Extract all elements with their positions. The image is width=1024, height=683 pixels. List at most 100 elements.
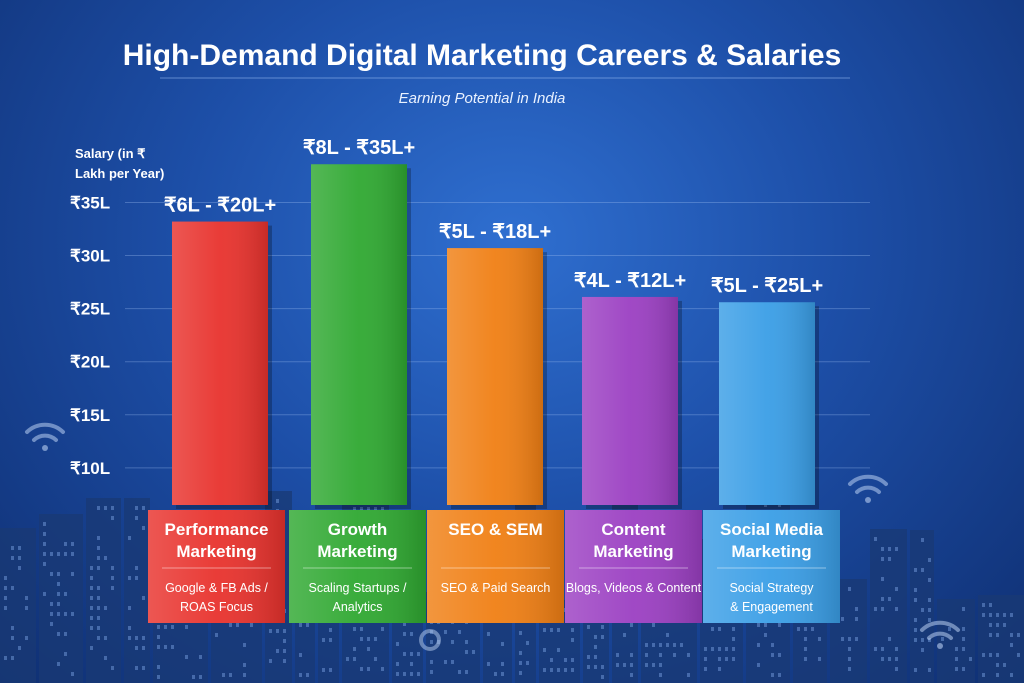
building-window (895, 667, 898, 671)
building-window (135, 576, 138, 580)
bar-shine (172, 221, 268, 506)
category-name: Marketing (317, 542, 397, 561)
building-window (928, 668, 931, 672)
building-window (43, 542, 46, 546)
building-window (895, 587, 898, 591)
building-window (97, 566, 100, 570)
building-window (451, 660, 454, 664)
building-window (982, 653, 985, 657)
building-window (18, 546, 21, 550)
building-window (645, 663, 648, 667)
building-window (557, 648, 560, 652)
building-window (97, 536, 100, 540)
building-window (501, 642, 504, 646)
building-window (222, 673, 225, 677)
building-window (982, 673, 985, 677)
building-window (71, 672, 74, 676)
building-window (955, 667, 958, 671)
building-window (128, 606, 131, 610)
building-window (269, 629, 272, 633)
building-window (704, 667, 707, 671)
building-window (90, 616, 93, 620)
building-window (451, 640, 454, 644)
building-window (229, 673, 232, 677)
building-window (928, 638, 931, 642)
building-window (764, 623, 767, 627)
building-window (1010, 643, 1013, 647)
building-window (982, 613, 985, 617)
bar-shine (582, 296, 678, 505)
building-window (778, 673, 781, 677)
y-tick-label: ₹15L (70, 406, 110, 425)
building-window (111, 506, 114, 510)
building-window (90, 606, 93, 610)
building-window (519, 651, 522, 655)
building-window (645, 653, 648, 657)
building-window (25, 606, 28, 610)
building-window (711, 647, 714, 651)
building-window (673, 653, 676, 657)
category-panel-shine (148, 510, 285, 623)
building-window (128, 536, 131, 540)
building-window (673, 643, 676, 647)
building-window (855, 607, 858, 611)
building-window (928, 558, 931, 562)
building-window (50, 612, 53, 616)
building-window (43, 592, 46, 596)
building-window (914, 568, 917, 572)
building-window (519, 671, 522, 675)
building-window (185, 655, 188, 659)
building-window (848, 667, 851, 671)
building-window (306, 623, 309, 627)
building-window (367, 667, 370, 671)
building-window (403, 622, 406, 626)
building-window (374, 507, 377, 511)
building-window (594, 635, 597, 639)
building-window (526, 641, 529, 645)
building-window (128, 636, 131, 640)
building-window (757, 623, 760, 627)
building-window (601, 635, 604, 639)
building-window (283, 659, 286, 663)
building-window (215, 633, 218, 637)
building-window (881, 657, 884, 661)
building (124, 498, 150, 683)
building-window (659, 673, 662, 677)
building-window (430, 660, 433, 664)
building-window (135, 666, 138, 670)
building-window (587, 655, 590, 659)
building (0, 528, 36, 683)
building-window (142, 526, 145, 530)
building-window (914, 638, 917, 642)
building-window (104, 556, 107, 560)
building-window (811, 627, 814, 631)
building-window (64, 632, 67, 636)
category-description: SEO & Paid Search (441, 581, 551, 595)
building-window (841, 637, 844, 641)
building-window (353, 657, 356, 661)
building-window (4, 586, 7, 590)
building-window (64, 592, 67, 596)
building-window (989, 633, 992, 637)
building-window (630, 673, 633, 677)
building-window (848, 657, 851, 661)
building-window (1017, 653, 1020, 657)
building-window (601, 675, 604, 679)
building-window (955, 657, 958, 661)
building-window (185, 625, 188, 629)
building-window (804, 647, 807, 651)
y-axis-ticks: ₹35L ₹30L ₹25L ₹20L ₹15L ₹10L (70, 193, 110, 477)
building-window (164, 625, 167, 629)
building-window (444, 630, 447, 634)
building-window (895, 647, 898, 651)
building-window (135, 566, 138, 570)
building-window (97, 626, 100, 630)
category-panel-shine (427, 510, 564, 623)
building-window (962, 627, 965, 631)
building-window (921, 648, 924, 652)
building-window (142, 646, 145, 650)
building-window (18, 646, 21, 650)
building-window (848, 587, 851, 591)
building-window (914, 618, 917, 622)
y-tick-label: ₹25L (70, 300, 110, 319)
